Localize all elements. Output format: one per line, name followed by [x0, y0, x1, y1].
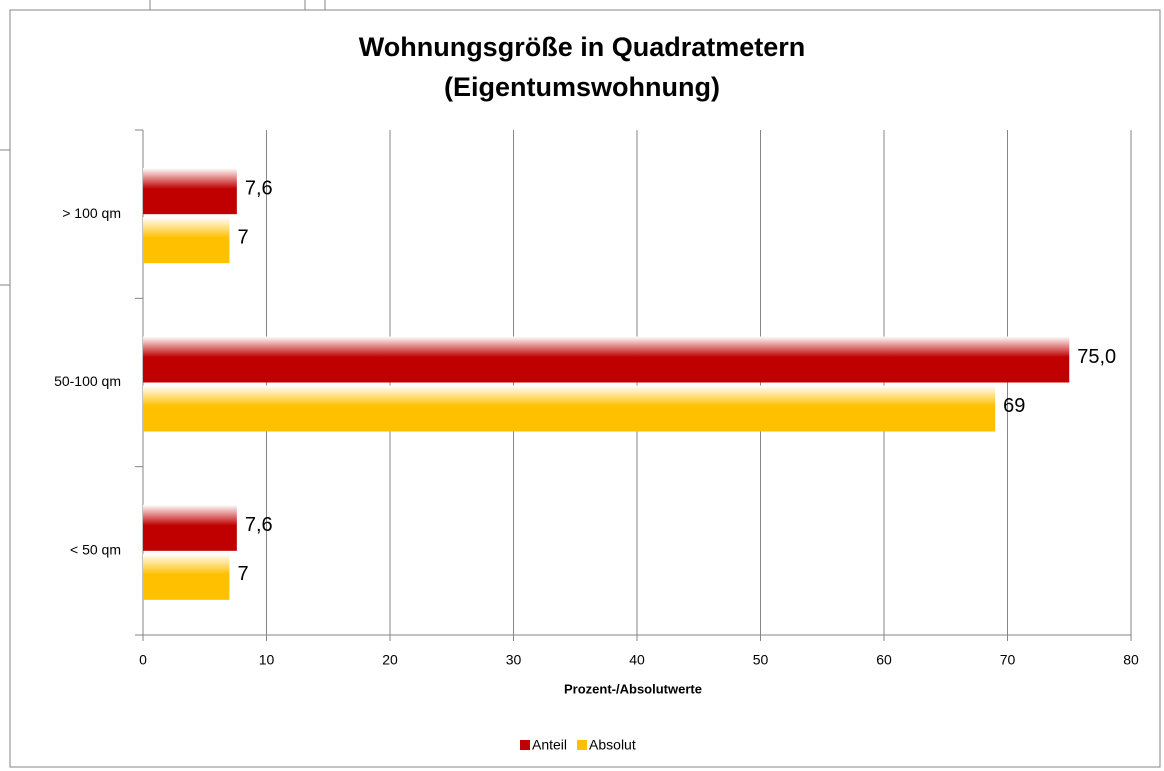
legend-label: Absolut [589, 737, 636, 753]
legend-swatch [520, 740, 530, 750]
x-axis-label: Prozent-/Absolutwerte [564, 681, 702, 696]
bar [143, 385, 996, 432]
x-tick-label: 60 [876, 652, 892, 668]
data-label: 69 [1003, 395, 1025, 417]
legend-label: Anteil [532, 737, 567, 753]
x-tick-label: 10 [259, 652, 275, 668]
bar [143, 553, 230, 600]
y-tick-label: 50-100 qm [54, 373, 121, 389]
x-tick-label: 50 [753, 652, 769, 668]
bar [143, 504, 237, 551]
legend-swatch [577, 740, 588, 750]
y-tick-label: > 100 qm [62, 205, 121, 221]
data-label: 7 [237, 226, 248, 248]
x-tick-label: 80 [1123, 652, 1139, 668]
chart-title: Wohnungsgröße in Quadratmetern [359, 32, 806, 62]
data-label: 7 [237, 563, 248, 585]
y-tick-label: < 50 qm [70, 542, 121, 558]
data-label: 7,6 [245, 514, 273, 536]
bar [143, 168, 237, 215]
bar [143, 217, 230, 264]
chart-title: (Eigentumswohnung) [444, 72, 720, 102]
x-tick-label: 20 [382, 652, 398, 668]
x-tick-label: 30 [506, 652, 522, 668]
x-tick-label: 0 [139, 652, 147, 668]
x-tick-label: 70 [1000, 652, 1016, 668]
bar [143, 336, 1070, 383]
x-tick-label: 40 [629, 652, 645, 668]
data-label: 7,6 [245, 177, 273, 199]
data-label: 75,0 [1077, 346, 1116, 368]
